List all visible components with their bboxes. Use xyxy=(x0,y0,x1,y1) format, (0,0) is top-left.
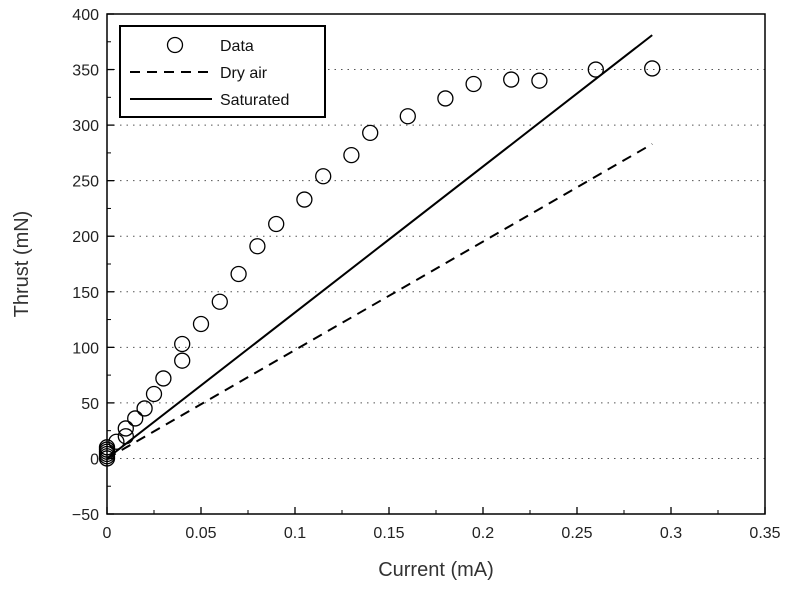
y-tick-label: 150 xyxy=(72,285,99,302)
data-point xyxy=(268,215,285,233)
y-tick-label: −50 xyxy=(72,507,99,524)
y-tick-label: 400 xyxy=(72,7,99,24)
y-tick-label: 100 xyxy=(72,340,99,357)
data-point xyxy=(117,420,134,437)
data-point xyxy=(437,90,454,107)
data-point xyxy=(174,352,191,369)
x-tick-label: 0.15 xyxy=(373,525,404,542)
data-point xyxy=(211,293,228,310)
data-point xyxy=(174,335,191,353)
data-point xyxy=(230,265,247,283)
grid-lines xyxy=(107,69,765,459)
data-point xyxy=(399,108,416,125)
x-tick-label: 0.1 xyxy=(284,525,306,542)
x-tick-label: 0.35 xyxy=(749,525,780,542)
x-tick-label: 0.25 xyxy=(561,525,592,542)
data-point xyxy=(145,385,163,403)
data-point xyxy=(108,433,125,450)
x-tick-label: 0.3 xyxy=(660,525,682,542)
data-point xyxy=(296,191,313,208)
data-point xyxy=(644,60,661,77)
x-axis-title: Current (mA) xyxy=(378,559,494,581)
legend-label-saturated: Saturated xyxy=(220,92,289,109)
data-point xyxy=(136,400,153,417)
data-point xyxy=(192,315,210,333)
axes xyxy=(106,13,766,515)
y-tick-label: 0 xyxy=(90,451,99,468)
data-point xyxy=(531,72,548,89)
saturated-line xyxy=(106,34,653,460)
x-tick-label: 0 xyxy=(103,525,112,542)
data-point xyxy=(362,124,379,142)
x-tick-label: 0.2 xyxy=(472,525,494,542)
data-point xyxy=(249,238,266,255)
x-tick-label: 0.05 xyxy=(185,525,216,542)
legend: Data Dry air Saturated xyxy=(119,25,326,118)
y-tick-label: 300 xyxy=(72,118,99,135)
legend-entries: Data Dry air Saturated xyxy=(130,36,289,109)
y-tick-label: 350 xyxy=(72,63,99,80)
legend-label-dry-air: Dry air xyxy=(220,65,268,82)
y-axis-title: Thrust (mN) xyxy=(11,211,33,318)
dry-air-line xyxy=(106,143,653,460)
data-point xyxy=(587,61,604,78)
data-point xyxy=(343,146,360,164)
y-tick-label: 200 xyxy=(72,229,99,246)
y-tick-label: 50 xyxy=(81,396,99,413)
data-point xyxy=(465,75,482,93)
legend-label-data: Data xyxy=(220,38,254,55)
legend-marker-data xyxy=(166,36,184,54)
data-point xyxy=(127,410,144,427)
data-point xyxy=(155,370,172,387)
data-point xyxy=(503,71,520,88)
y-tick-label: 250 xyxy=(72,174,99,191)
data-point xyxy=(315,168,332,185)
